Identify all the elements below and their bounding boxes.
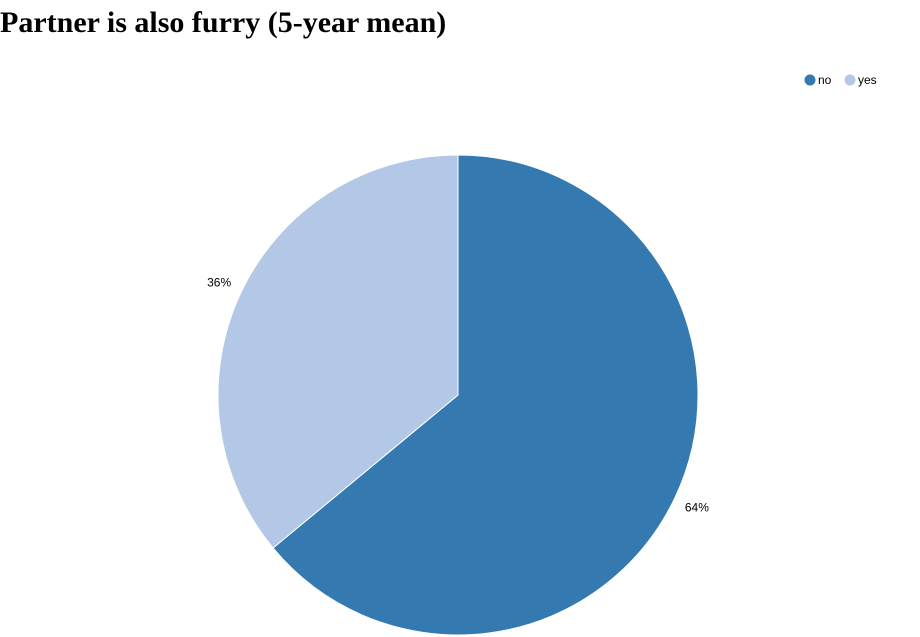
pie-slice-yes[interactable] <box>217 154 459 549</box>
pie-slice-no[interactable] <box>272 154 699 636</box>
legend: no yes <box>804 73 877 87</box>
legend-swatch-no <box>804 74 816 86</box>
slice-label-yes: 36% <box>207 276 231 290</box>
legend-swatch-yes <box>844 74 856 86</box>
slice-label-no: 64% <box>685 500 709 514</box>
chart-title: Partner is also furry (5-year mean) <box>0 6 447 39</box>
legend-item-yes[interactable]: yes <box>844 73 877 87</box>
pie-slice-labels: 64% 36% <box>207 276 709 515</box>
legend-label-yes: yes <box>858 73 877 87</box>
legend-label-no: no <box>818 73 832 87</box>
legend-item-no[interactable]: no <box>804 73 832 87</box>
pie-slices <box>217 154 699 636</box>
